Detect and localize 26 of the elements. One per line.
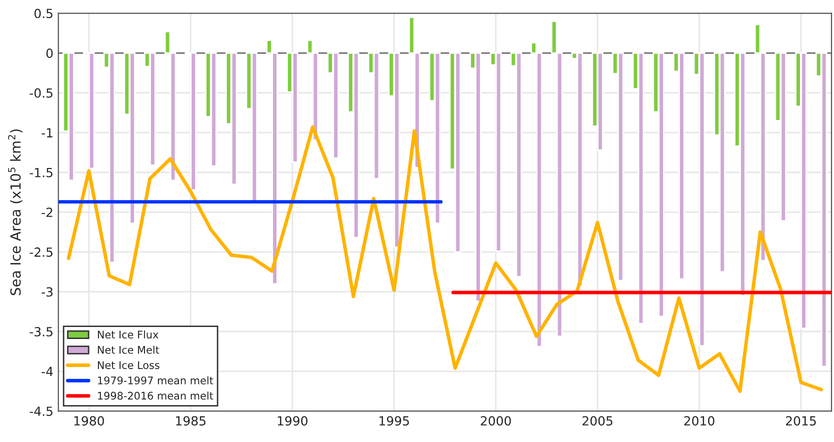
y-tick-label: -1.5 xyxy=(30,168,52,178)
y-tick-label: -3 xyxy=(42,287,53,297)
y-tick-label: 0.5 xyxy=(34,8,52,18)
legend-label: Net Ice Melt xyxy=(98,346,160,354)
y-tick-label: -1 xyxy=(42,128,52,138)
legend-label: 1998-2016 mean melt xyxy=(98,392,214,400)
x-tick-label: 2015 xyxy=(786,416,816,426)
y-tick-label: -4.5 xyxy=(30,406,52,416)
x-tick-label: 1995 xyxy=(380,416,409,426)
y-tick-label: -4 xyxy=(42,366,53,376)
x-tick-label: 2005 xyxy=(582,416,612,426)
legend-label: Net Ice Flux xyxy=(98,330,158,339)
legend-label: 1979-1997 mean melt xyxy=(98,376,214,384)
x-tick-label: 2000 xyxy=(480,416,511,426)
y-tick-label: 0 xyxy=(46,48,53,58)
x-tick-label: 1985 xyxy=(176,416,206,426)
legend-label: Net Ice Loss xyxy=(98,361,160,370)
y-tick-label: -0.5 xyxy=(30,88,52,98)
x-tick-label: 1990 xyxy=(278,416,308,426)
x-tick-label: 1980 xyxy=(74,416,104,426)
y-axis-title: Sea Ice Area (x10$^{5}$ km$^{2}$) xyxy=(8,129,22,296)
line-series xyxy=(66,125,824,393)
y-tick-label: -2 xyxy=(42,208,52,217)
y-tick-label: -3.5 xyxy=(30,326,52,336)
x-tick-label: 2010 xyxy=(684,416,714,426)
y-tick-label: -2.5 xyxy=(30,247,52,257)
